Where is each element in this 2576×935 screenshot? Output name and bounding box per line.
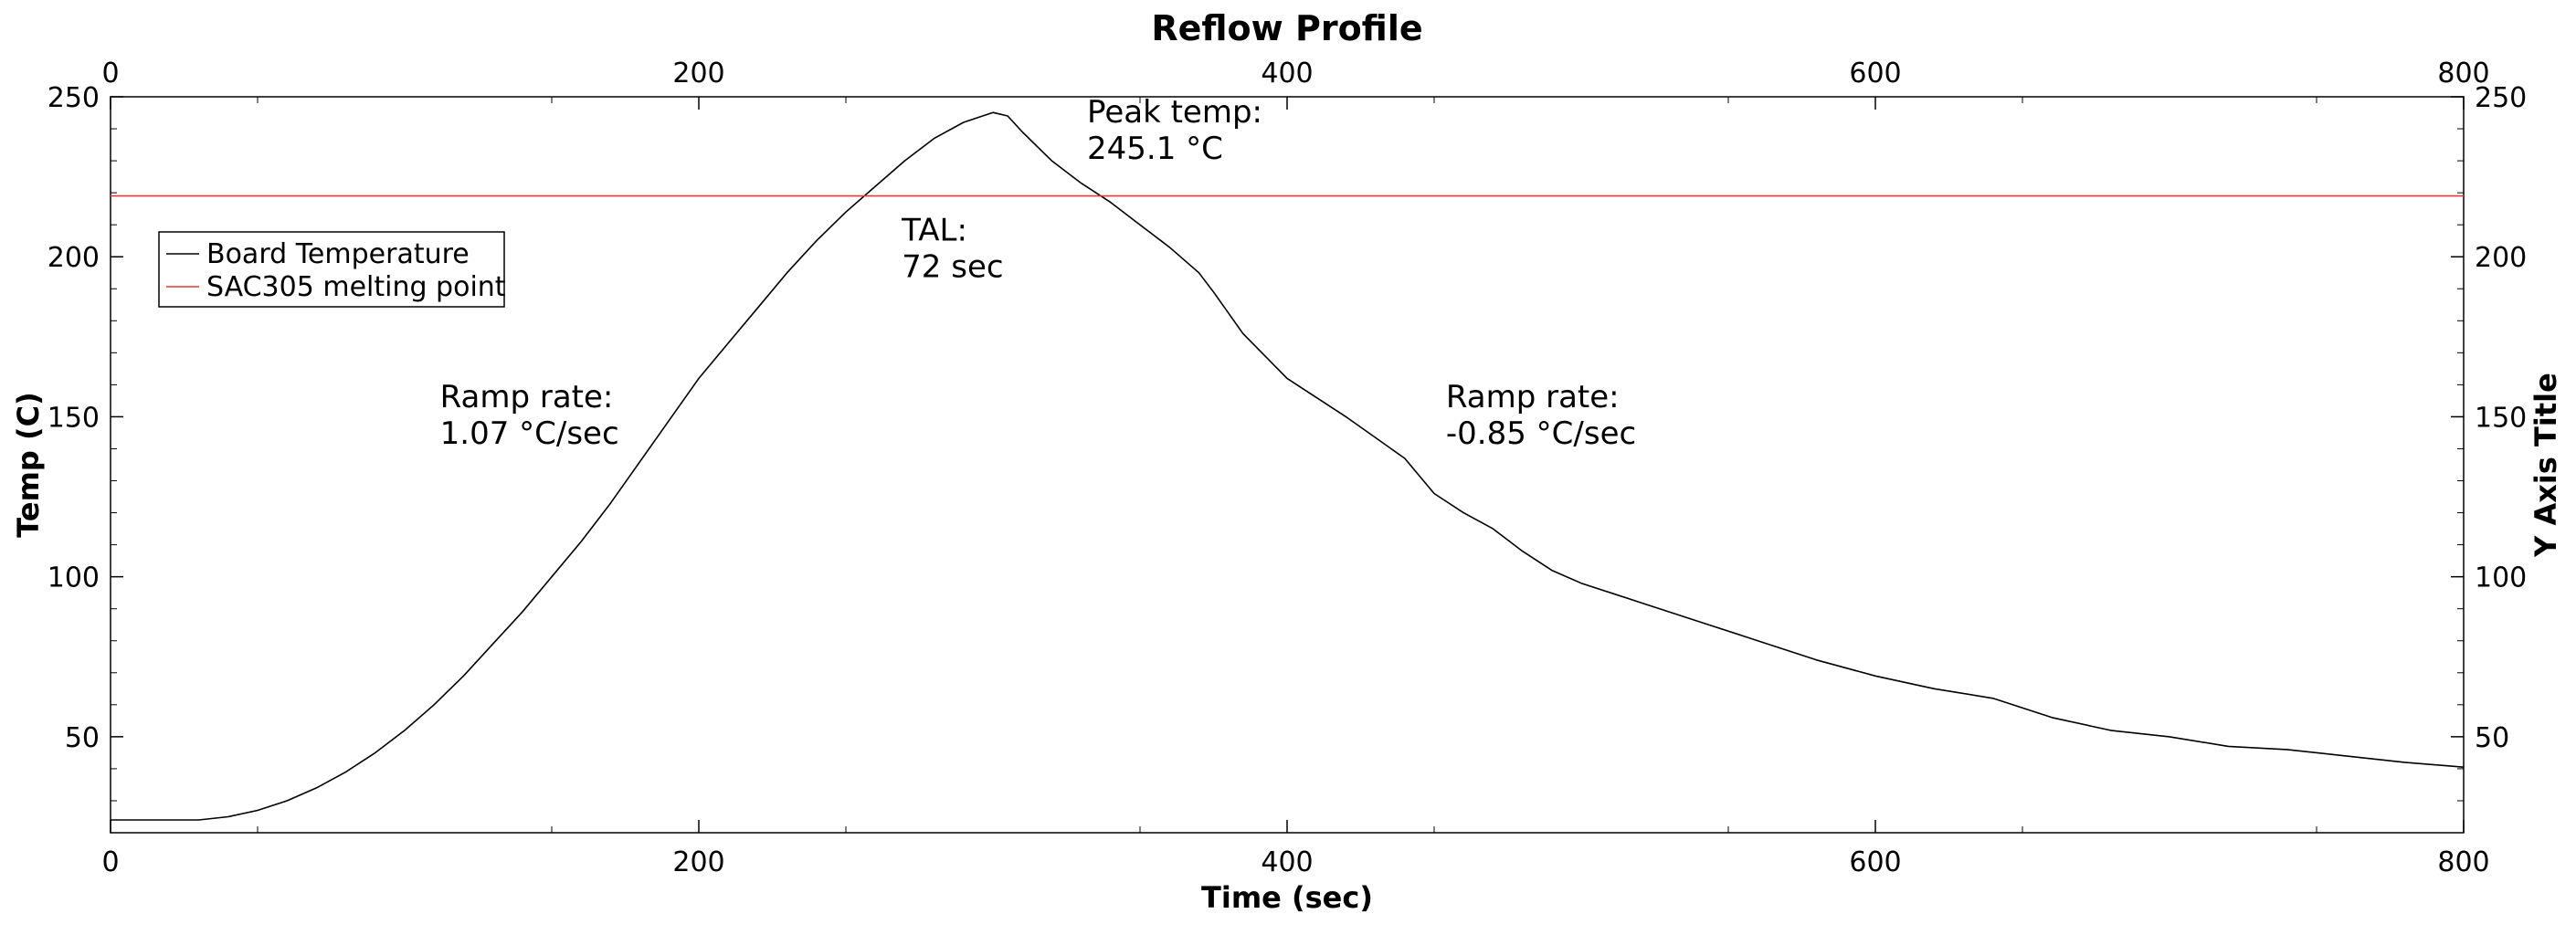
- annotation-line: Ramp rate:: [1446, 379, 1620, 415]
- y-tick-label-right: 50: [2475, 722, 2509, 754]
- annotation-line: 245.1 °C: [1087, 131, 1223, 167]
- annotation-line: 72 sec: [902, 249, 1003, 286]
- y-axis-title: Temp (C): [11, 392, 46, 537]
- annotation-text: Ramp rate: 1.07 °C/sec: [440, 379, 619, 452]
- y-tick-label: 150: [48, 402, 100, 434]
- plot-frame: [110, 96, 2465, 834]
- y-tick-label-right: 200: [2475, 242, 2527, 274]
- series-line-board-temperature: [111, 111, 2465, 821]
- x-tick-label-top: 200: [672, 58, 724, 89]
- x-tick-label: 200: [672, 846, 724, 878]
- y-tick-label: 50: [65, 722, 100, 754]
- legend-box: [158, 231, 505, 308]
- annotation-line: -0.85 °C/sec: [1446, 415, 1636, 452]
- annotation-text: TAL: 72 sec: [901, 213, 1003, 286]
- x-tick-label-top: 800: [2437, 58, 2489, 89]
- minor-ticks: [111, 97, 2464, 833]
- x-tick-label-top: 400: [1261, 58, 1313, 89]
- legend-label-sac305-melting-point: SAC305 melting point: [206, 271, 506, 303]
- y-tick-label: 200: [48, 242, 100, 274]
- annotation-text: Peak temp: 245.1 °C: [1087, 94, 1262, 167]
- x-tick-label-top: 0: [101, 58, 119, 89]
- x-tick-label: 0: [101, 846, 119, 878]
- x-axis-title: Time (sec): [1201, 880, 1373, 915]
- legend-label-board-temperature: Board Temperature: [206, 238, 470, 270]
- major-ticks: 0 0 200 200 400 400 600 600 800 800 50 50 100 100 150 1…: [48, 58, 2528, 878]
- x-tick-label: 600: [1849, 846, 1901, 878]
- legend: Board Temperature SAC305 melting point: [158, 231, 506, 308]
- y-tick-label-right: 150: [2475, 402, 2527, 434]
- x-tick-label-top: 600: [1849, 58, 1901, 89]
- chart-title: Reflow Profile: [1151, 8, 1422, 48]
- annotation-line: 1.07 °C/sec: [440, 415, 619, 452]
- annotation-text: Ramp rate: -0.85 °C/sec: [1446, 379, 1636, 452]
- y-axis-title-right: Y Axis Title: [2528, 373, 2563, 558]
- annotation-line: Peak temp:: [1087, 94, 1262, 131]
- y-tick-label: 250: [48, 82, 100, 114]
- y-tick-label-right: 100: [2475, 562, 2527, 594]
- x-tick-label: 800: [2437, 846, 2489, 878]
- y-tick-label: 100: [48, 562, 100, 594]
- x-tick-label: 400: [1261, 846, 1313, 878]
- y-tick-label-right: 250: [2475, 82, 2527, 114]
- series-layer: [111, 111, 2465, 821]
- annotation-line: TAL:: [901, 213, 967, 249]
- annotation-line: Ramp rate:: [440, 379, 614, 415]
